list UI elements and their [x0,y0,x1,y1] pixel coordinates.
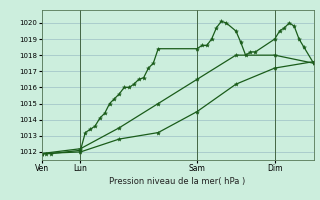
X-axis label: Pression niveau de la mer( hPa ): Pression niveau de la mer( hPa ) [109,177,246,186]
